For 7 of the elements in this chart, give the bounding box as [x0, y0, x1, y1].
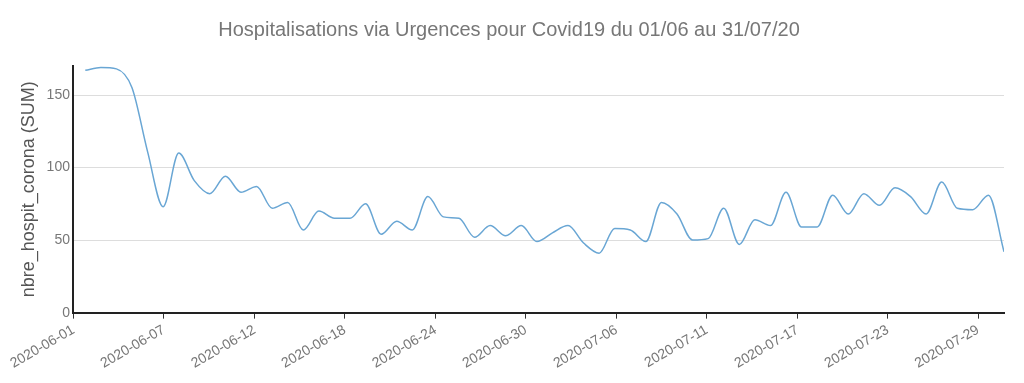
y-tick-label: 150 — [46, 85, 71, 102]
y-axis-title: nbre_hospit_corona (SUM) — [17, 81, 39, 298]
y-tick-label: 0 — [62, 303, 71, 320]
y-tick-label: 50 — [54, 230, 71, 247]
chart-title: Hospitalisations via Urgences pour Covid19 du 01/06 au 31/07/20 — [218, 17, 800, 40]
line-series — [84, 66, 1004, 254]
y-tick-label: 100 — [46, 158, 71, 175]
